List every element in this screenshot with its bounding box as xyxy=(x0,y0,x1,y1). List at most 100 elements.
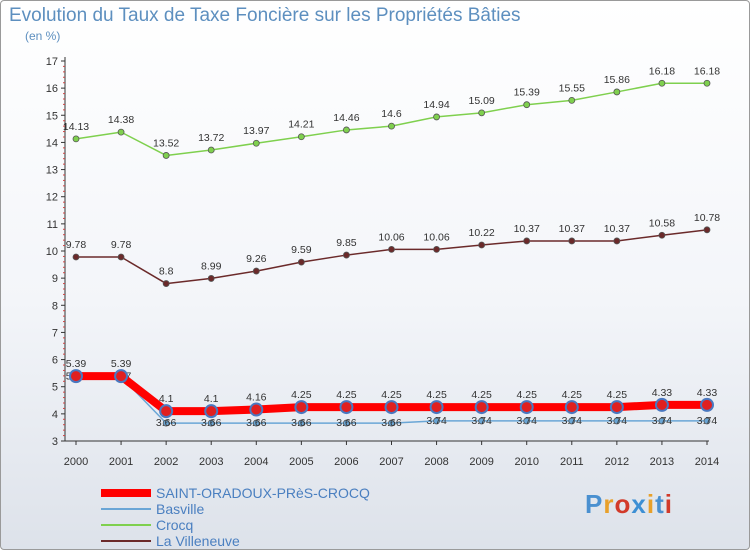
data-label-crocq: 14.94 xyxy=(423,99,449,111)
logo-letter: i xyxy=(646,489,656,519)
y-tick-label: 11 xyxy=(47,219,58,231)
data-label-la-villeneuve: 10.06 xyxy=(423,231,449,243)
logo-letter: x xyxy=(631,489,647,519)
x-tick-label: 2014 xyxy=(695,456,719,468)
data-label-la-villeneuve: 8.99 xyxy=(201,260,222,272)
data-point-basville xyxy=(252,419,260,427)
data-label-crocq: 13.72 xyxy=(198,132,224,144)
legend-swatch-la-villeneuve xyxy=(101,540,151,542)
data-label-saint-oradoux-pr-s-crocq: 4.25 xyxy=(381,389,402,401)
legend-item-crocq: Crocq xyxy=(101,517,431,533)
legend-swatch-saint-oradoux xyxy=(101,489,151,497)
data-label-la-villeneuve: 10.37 xyxy=(559,223,585,235)
data-label-saint-oradoux-pr-s-crocq: 4.25 xyxy=(471,389,492,401)
data-point-saint-oradoux-pr-s-crocq xyxy=(114,369,129,384)
data-label-saint-oradoux-pr-s-crocq: 4.1 xyxy=(204,393,219,405)
data-label-saint-oradoux-pr-s-crocq: 4.25 xyxy=(516,389,537,401)
data-label-la-villeneuve: 10.78 xyxy=(694,212,720,224)
y-tick-label: 8 xyxy=(52,300,58,312)
data-point-saint-oradoux-pr-s-crocq xyxy=(204,404,219,419)
legend-label-basville: Basville xyxy=(156,501,205,517)
x-tick-label: 2012 xyxy=(605,456,629,468)
data-point-basville xyxy=(433,417,440,425)
data-point-saint-oradoux-pr-s-crocq xyxy=(474,400,489,415)
data-point-basville xyxy=(568,417,576,425)
data-point-basville xyxy=(297,419,305,427)
data-label-la-villeneuve: 10.22 xyxy=(469,227,495,239)
data-point-crocq xyxy=(343,126,350,134)
data-label-la-villeneuve: 10.58 xyxy=(649,217,675,229)
data-point-la-villeneuve xyxy=(433,245,440,253)
data-point-crocq xyxy=(117,128,125,136)
data-point-crocq xyxy=(162,152,170,159)
unit-label: (en %) xyxy=(25,29,61,43)
y-tick-label: 5 xyxy=(52,382,58,394)
data-point-saint-oradoux-pr-s-crocq xyxy=(159,404,174,419)
data-label-crocq: 13.97 xyxy=(243,125,269,137)
data-label-saint-oradoux-pr-s-crocq: 4.33 xyxy=(697,387,718,399)
data-label-la-villeneuve: 9.85 xyxy=(336,237,357,249)
data-point-saint-oradoux-pr-s-crocq xyxy=(700,397,714,412)
logo-letter: t xyxy=(655,489,665,519)
data-label-la-villeneuve: 9.78 xyxy=(66,239,87,251)
data-label-basville: 3.74 xyxy=(516,415,537,427)
legend-swatch-basville xyxy=(101,508,151,510)
legend-item-basville: Basville xyxy=(101,501,431,517)
data-point-crocq xyxy=(568,96,576,104)
x-tick-label: 2001 xyxy=(109,456,133,468)
data-label-crocq: 14.38 xyxy=(108,114,134,126)
data-label-la-villeneuve: 10.37 xyxy=(514,223,540,235)
data-point-la-villeneuve xyxy=(162,280,170,287)
data-point-basville xyxy=(523,417,531,425)
logo-letter: r xyxy=(603,489,615,519)
data-label-la-villeneuve: 10.06 xyxy=(378,231,404,243)
data-point-saint-oradoux-pr-s-crocq xyxy=(249,402,264,417)
y-tick-label: 17 xyxy=(46,56,58,68)
x-tick-label: 2010 xyxy=(514,456,538,468)
data-point-saint-oradoux-pr-s-crocq xyxy=(429,400,444,415)
data-point-basville xyxy=(703,417,711,425)
data-point-basville xyxy=(388,419,395,427)
data-point-basville xyxy=(162,419,170,427)
data-label-basville: 3.66 xyxy=(201,417,222,429)
data-label-crocq: 15.39 xyxy=(514,87,540,99)
data-label-crocq: 15.86 xyxy=(604,74,630,86)
y-tick-label: 13 xyxy=(46,165,58,177)
data-label-crocq: 14.6 xyxy=(381,108,402,120)
data-point-saint-oradoux-pr-s-crocq xyxy=(519,400,534,415)
data-point-saint-oradoux-pr-s-crocq xyxy=(654,397,669,412)
data-point-basville xyxy=(207,419,215,427)
y-tick-label: 6 xyxy=(52,355,58,367)
legend-label-crocq: Crocq xyxy=(156,517,194,533)
y-tick-label: 4 xyxy=(52,409,58,421)
data-label-basville: 3.66 xyxy=(246,417,267,429)
data-label-saint-oradoux-pr-s-crocq: 4.25 xyxy=(607,389,628,401)
data-label-basville: 3.66 xyxy=(336,417,357,429)
proxiti-logo: Proxiti xyxy=(585,489,673,520)
legend-swatch-crocq xyxy=(101,524,151,526)
data-label-crocq: 15.09 xyxy=(469,95,495,107)
data-point-basville xyxy=(658,417,666,425)
data-point-la-villeneuve xyxy=(207,275,215,282)
data-point-saint-oradoux-pr-s-crocq xyxy=(564,400,579,415)
data-label-basville: 3.74 xyxy=(426,415,447,427)
data-label-saint-oradoux-pr-s-crocq: 5.39 xyxy=(66,358,87,370)
legend-label-la-villeneuve: La Villeneuve xyxy=(156,533,240,549)
data-label-crocq: 13.52 xyxy=(153,137,179,149)
data-point-la-villeneuve xyxy=(252,267,260,275)
data-label-basville: 3.66 xyxy=(156,417,177,429)
x-tick-label: 2006 xyxy=(334,456,358,468)
x-tick-label: 2007 xyxy=(379,456,403,468)
data-point-crocq xyxy=(613,88,621,96)
data-label-basville: 3.74 xyxy=(652,415,673,427)
chart-title: Evolution du Taux de Taxe Foncière sur l… xyxy=(9,5,521,26)
data-label-crocq: 14.46 xyxy=(333,112,359,124)
y-tick-label: 15 xyxy=(46,110,58,122)
data-label-saint-oradoux-pr-s-crocq: 4.25 xyxy=(291,389,312,401)
data-point-basville xyxy=(478,417,486,425)
data-point-la-villeneuve xyxy=(613,237,621,245)
data-label-la-villeneuve: 10.37 xyxy=(604,223,630,235)
data-point-la-villeneuve xyxy=(388,245,395,253)
data-point-crocq xyxy=(297,133,305,141)
